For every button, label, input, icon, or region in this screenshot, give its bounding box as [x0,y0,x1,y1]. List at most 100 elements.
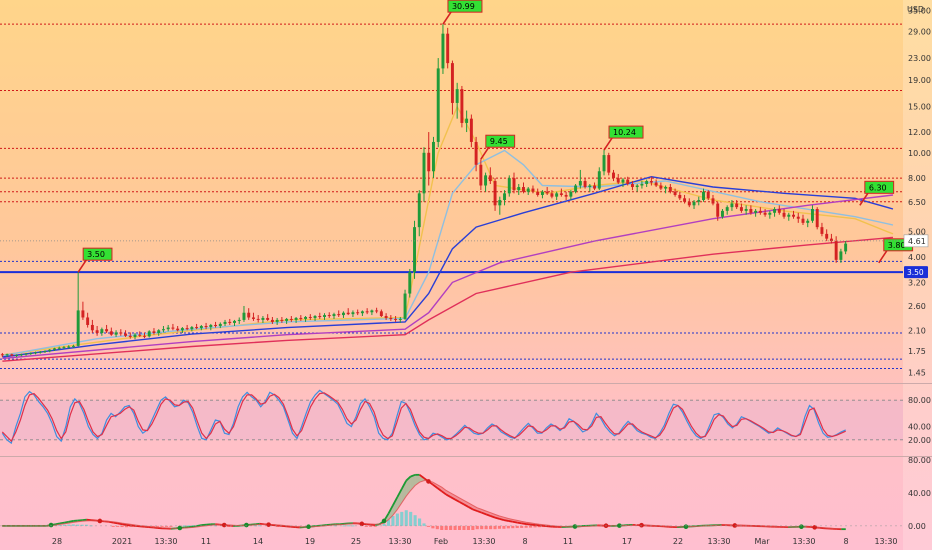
momentum-histogram-bar [489,525,493,530]
momentum-histogram-bar [440,525,444,530]
momentum-histogram-bar [156,525,160,527]
momentum-fast-line [387,504,394,514]
candle-body [626,179,630,184]
candle-body [792,214,795,217]
callout-pointer [77,259,87,273]
momentum-histogram-bar [493,525,497,530]
candle-body [498,200,502,206]
candle [147,330,151,338]
candle [432,136,435,179]
candle-body [739,207,743,211]
candle [67,345,71,349]
momentum-cross-dot [244,522,249,528]
candle-body [204,326,208,328]
candle [370,309,374,316]
price-tick-label: 5.00 [908,228,926,237]
candle [38,350,42,354]
momentum-fast-line [445,493,452,498]
candle [0,352,4,357]
momentum-histogram-bar [506,525,510,529]
current-price-label: 4.61 [908,237,926,246]
candle-body [578,181,582,186]
price-tick-label: 35.00 [908,6,931,15]
price-tick-label: 29.00 [908,28,931,37]
candle-body [180,328,184,331]
candle-body [76,310,80,346]
candle [744,205,748,215]
candle-body [512,178,516,191]
candle [327,312,331,318]
candle [86,312,90,328]
candle-body [408,272,412,294]
time-tick-label: 28 [52,537,62,546]
candle [493,178,497,211]
candle-body [313,316,317,318]
time-axis[interactable]: 28 2021 13:30 11 14 19 25 13:30 Feb 13:30 8 11 17 22 1… [52,537,898,546]
momentum-histogram-bar [431,525,435,529]
candle-body [697,200,701,202]
momentum-histogram-bar [537,525,541,528]
momentum-histogram-bar [435,525,439,530]
candle-body [251,317,255,319]
momentum-histogram-bar [80,524,84,526]
candle-body [289,318,293,320]
stochastic-band [0,400,903,440]
candle [43,350,47,353]
candle [53,347,56,351]
candle [180,327,184,333]
momentum-histogram-bar [111,525,115,527]
candle-body [48,349,52,351]
candle-body [190,327,194,330]
candle [19,353,23,357]
candle-body [105,329,109,332]
candle [664,185,668,194]
momentum-fast-line [450,496,456,501]
candle [209,323,213,331]
momentum-cross-dot [177,525,183,531]
candle [517,183,521,195]
momentum-fast-line [401,480,408,490]
stochastic-panel[interactable]: 80.00 40.00 20.00 [0,389,931,445]
candle-body [730,203,734,208]
candle [29,352,33,355]
candle [526,187,530,195]
price-tick-label: 1.75 [908,347,926,356]
candle [720,208,724,219]
candle-body [673,191,677,195]
candle-body [327,315,331,317]
candle [536,188,540,197]
candle-body [640,183,644,186]
candle [607,152,611,176]
momentum-histogram-bar [182,525,186,527]
candle [668,183,672,194]
momentum-histogram-bar [364,525,368,527]
candle-body [304,316,308,319]
candle [550,190,554,199]
callout-label: 9.45 [490,137,508,146]
candle [332,312,336,319]
momentum-fast-line [454,498,460,503]
candle [341,311,345,318]
momentum-fast-line [113,521,118,525]
candle-body [318,316,322,318]
candle [143,332,146,339]
candle [564,191,568,201]
momentum-histogram-bar [471,525,475,530]
candle-body [57,347,61,349]
candle-body [569,191,573,197]
candle [422,147,426,202]
candle [559,188,563,197]
candle-body [86,317,90,325]
momentum-histogram-bar [275,525,280,527]
momentum-panel[interactable]: 80.00 40.00 0.00 [0,456,931,531]
momentum-histogram-bar [342,525,346,527]
candle [24,352,28,356]
momentum-histogram-bar [453,525,457,530]
momentum-histogram-bar [409,511,413,526]
candle [555,191,559,201]
momentum-histogram-bar [413,515,417,526]
current-price-badge [903,234,929,248]
